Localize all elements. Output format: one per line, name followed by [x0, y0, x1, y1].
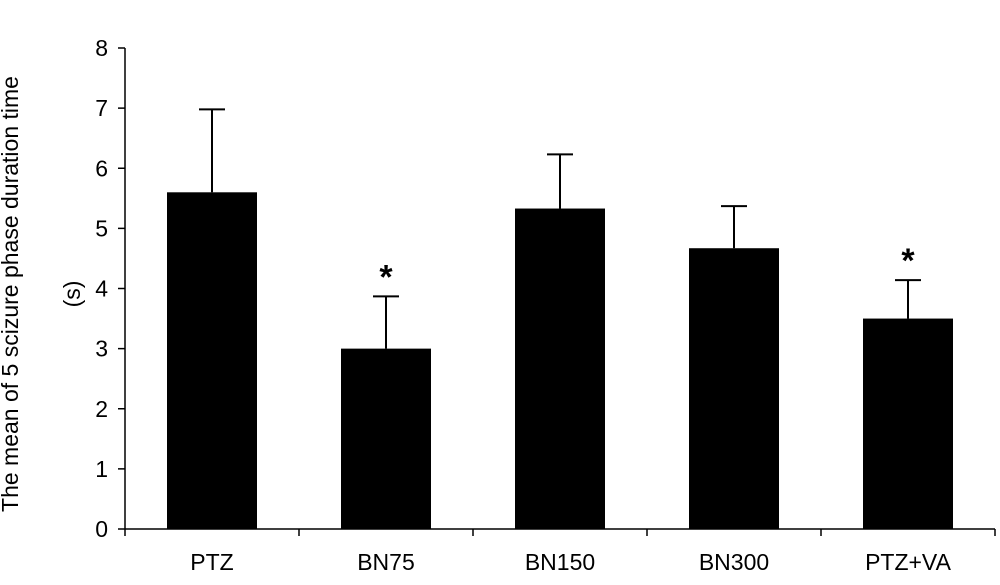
y-tick-label: 5: [95, 215, 108, 241]
y-tick-label: 7: [95, 95, 108, 121]
bar: [515, 208, 605, 529]
bar: [689, 248, 779, 529]
x-tick-label: PTZ+VA: [865, 549, 952, 575]
y-tick-label: 8: [95, 35, 108, 61]
y-axis-label-line2: (s): [59, 281, 85, 308]
y-axis-title: The mean of 5 scizure phase duration tim…: [0, 76, 85, 512]
x-tick-label: BN75: [357, 549, 415, 575]
y-tick-label: 3: [95, 336, 108, 362]
x-tick-label: PTZ: [190, 549, 233, 575]
bar: [863, 318, 953, 529]
y-tick-label: 1: [95, 456, 108, 482]
bar: [167, 192, 257, 530]
bar: [341, 348, 431, 529]
plot-area: 0 1 2 3 4 5 6 7 8 PTZ BN75 * BN150 BN300 PTZ+VA *: [95, 35, 996, 575]
y-tick-label: 2: [95, 396, 108, 422]
y-tick-label: 0: [95, 516, 108, 542]
x-tick-label: BN300: [699, 549, 769, 575]
y-tick-label: 4: [95, 276, 108, 302]
significance-marker: *: [901, 242, 915, 280]
significance-marker: *: [379, 258, 393, 296]
y-tick-label: 6: [95, 155, 108, 181]
x-tick-label: BN150: [525, 549, 595, 575]
y-axis-label-line1: The mean of 5 scizure phase duration tim…: [0, 76, 23, 512]
